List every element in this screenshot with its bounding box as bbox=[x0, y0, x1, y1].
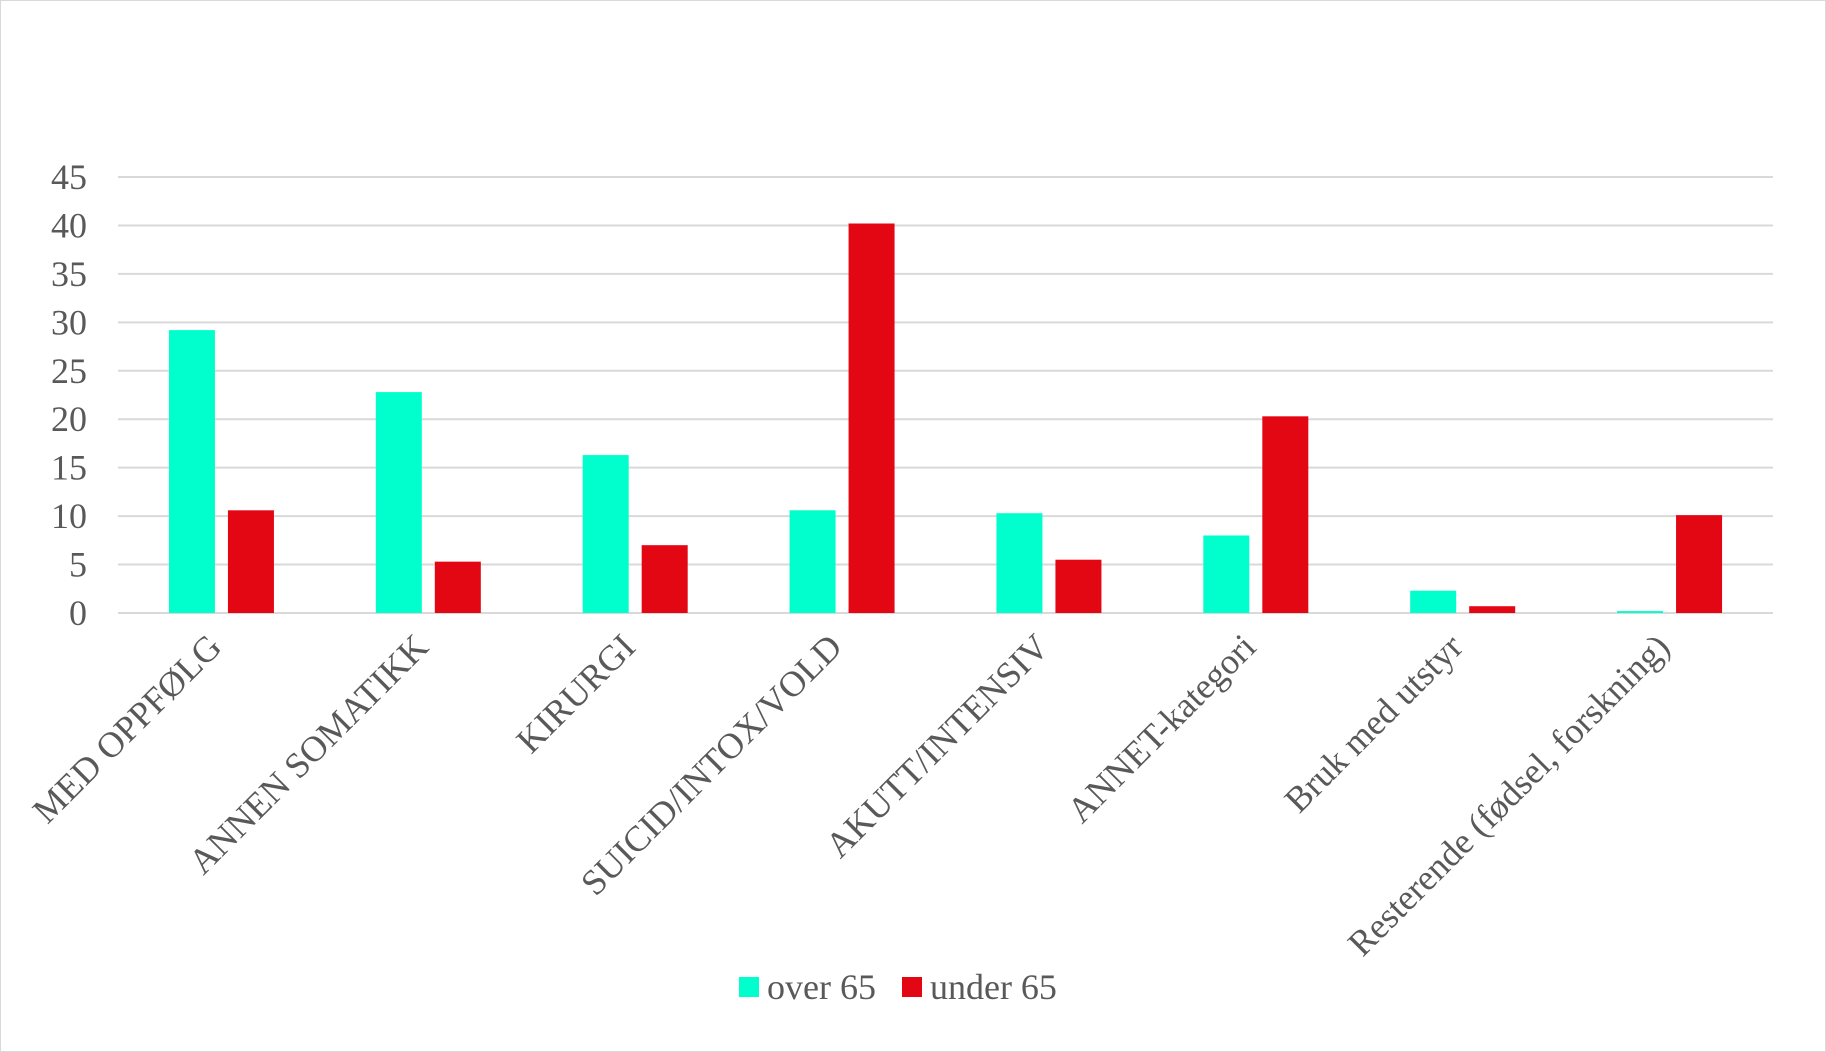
y-tick-label-5: 5 bbox=[69, 545, 87, 585]
y-tick-label-10: 10 bbox=[51, 496, 87, 536]
x-category-label-5: ANNET-kategori bbox=[1059, 626, 1263, 830]
y-tick-label-30: 30 bbox=[51, 302, 87, 342]
y-tick-label-45: 45 bbox=[51, 157, 87, 197]
gridlines bbox=[118, 176, 1773, 614]
bar-under-65-2 bbox=[641, 545, 688, 613]
y-tick-label-15: 15 bbox=[51, 448, 87, 488]
bars bbox=[168, 223, 1723, 614]
bar-over-65-1 bbox=[375, 392, 422, 613]
legend-label-under-65: under 65 bbox=[929, 967, 1057, 1007]
legend: over 65 under 65 bbox=[739, 966, 1083, 1008]
bar-over-65-0 bbox=[168, 330, 215, 613]
y-axis-ticks: 0 5 10 15 20 25 30 35 40 45 bbox=[51, 157, 87, 633]
bar-over-65-6 bbox=[1410, 590, 1457, 613]
legend-swatch-over-65 bbox=[739, 977, 759, 997]
bar-under-65-7 bbox=[1676, 515, 1723, 613]
x-category-label-6: Bruk med utstyr bbox=[1277, 626, 1471, 820]
bar-under-65-0 bbox=[227, 510, 274, 613]
x-category-label-2: KIRURGI bbox=[508, 626, 642, 760]
bar-under-65-1 bbox=[434, 561, 481, 613]
y-tick-label-35: 35 bbox=[51, 254, 87, 294]
legend-label-over-65: over 65 bbox=[767, 967, 876, 1007]
x-category-label-4: AKUTT/INTENSIV bbox=[818, 626, 1057, 865]
bar-over-65-3 bbox=[789, 510, 836, 613]
y-tick-label-20: 20 bbox=[51, 399, 87, 439]
bar-under-65-5 bbox=[1262, 416, 1309, 613]
legend-item-under-65: under 65 bbox=[901, 966, 1057, 1008]
bar-under-65-6 bbox=[1469, 606, 1516, 613]
bar-over-65-5 bbox=[1203, 535, 1250, 613]
y-tick-label-25: 25 bbox=[51, 351, 87, 391]
bar-under-65-4 bbox=[1055, 559, 1102, 613]
legend-item-over-65: over 65 bbox=[739, 966, 876, 1008]
x-category-label-0: MED OPPFØLG bbox=[25, 626, 229, 830]
y-tick-label-40: 40 bbox=[51, 205, 87, 245]
bar-over-65-7 bbox=[1617, 611, 1664, 613]
bar-over-65-2 bbox=[582, 455, 629, 613]
bar-under-65-3 bbox=[848, 223, 895, 614]
legend-swatch-under-65 bbox=[901, 977, 922, 997]
bar-over-65-4 bbox=[996, 513, 1043, 613]
y-tick-label-0: 0 bbox=[69, 593, 87, 633]
